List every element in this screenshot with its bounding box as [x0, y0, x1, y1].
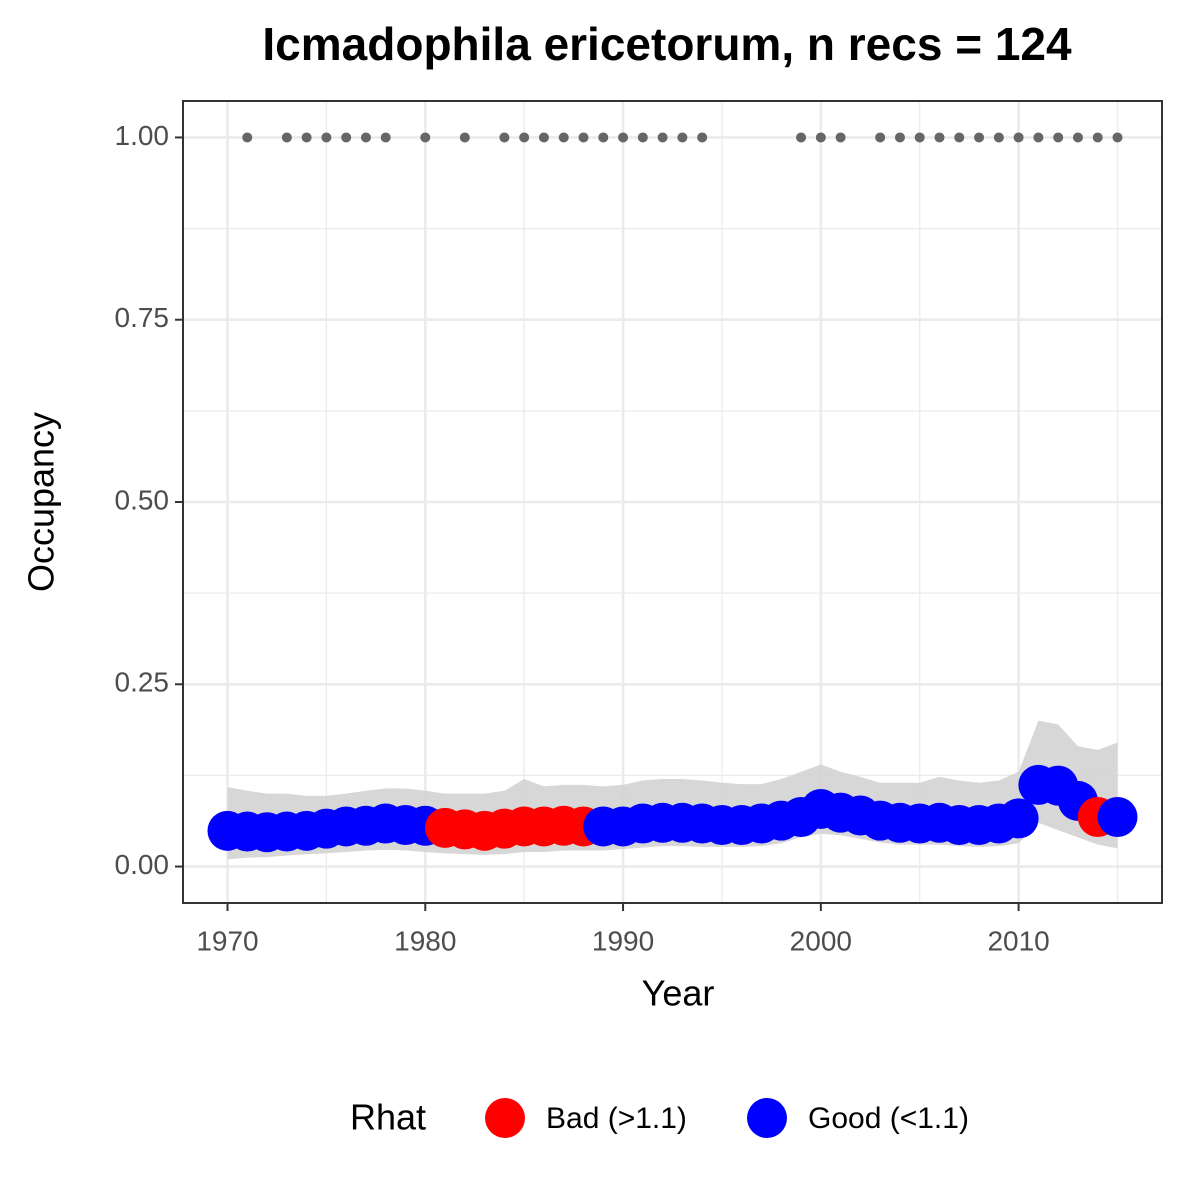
record-point: [993, 132, 1004, 143]
x-tick-label: 1990: [592, 925, 654, 956]
y-tick-label: 1.00: [115, 120, 170, 151]
y-tick-label: 0.50: [115, 484, 170, 515]
record-point: [875, 132, 886, 143]
record-point: [618, 132, 629, 143]
record-point: [796, 132, 807, 143]
record-point: [657, 132, 668, 143]
x-tick-label: 1970: [196, 925, 258, 956]
record-point: [558, 132, 569, 143]
y-tick-label: 0.75: [115, 302, 170, 333]
y-tick-label: 0.00: [115, 849, 170, 880]
occupancy-point: [998, 798, 1039, 839]
record-point: [637, 132, 648, 143]
chart-title: Icmadophila ericetorum, n recs = 124: [262, 18, 1072, 70]
record-point: [281, 132, 292, 143]
record-point: [974, 132, 985, 143]
record-point: [598, 132, 609, 143]
record-point: [321, 132, 332, 143]
legend-key: [747, 1098, 787, 1138]
record-point: [835, 132, 846, 143]
record-point: [301, 132, 312, 143]
panel-border: [182, 100, 1163, 904]
legend-label: Good (<1.1): [808, 1102, 969, 1135]
record-point: [499, 132, 510, 143]
record-point: [1013, 132, 1024, 143]
record-point: [894, 132, 905, 143]
record-point: [360, 132, 371, 143]
record-point: [914, 132, 925, 143]
record-point: [242, 132, 253, 143]
legend-title: Rhat: [350, 1097, 426, 1138]
legend-label: Bad (>1.1): [546, 1102, 687, 1135]
record-point: [954, 132, 965, 143]
x-tick-label: 2010: [987, 925, 1049, 956]
record-point: [578, 132, 589, 143]
record-point: [815, 132, 826, 143]
occupancy-point: [1097, 796, 1138, 837]
x-tick-label: 2000: [790, 925, 852, 956]
record-point: [697, 132, 708, 143]
record-point: [1112, 132, 1123, 143]
x-axis-title: Year: [642, 973, 715, 1014]
record-point: [538, 132, 549, 143]
record-point: [1033, 132, 1044, 143]
y-tick-label: 0.25: [115, 667, 170, 698]
record-point: [1072, 132, 1083, 143]
record-point: [1053, 132, 1064, 143]
legend-key: [485, 1098, 525, 1138]
record-point: [677, 132, 688, 143]
record-point: [420, 132, 431, 143]
record-point: [1092, 132, 1103, 143]
record-point: [519, 132, 530, 143]
x-tick-label: 1980: [394, 925, 456, 956]
y-axis-title: Occupancy: [21, 412, 62, 592]
record-point: [341, 132, 352, 143]
record-point: [380, 132, 391, 143]
record-point: [459, 132, 470, 143]
record-point: [934, 132, 945, 143]
